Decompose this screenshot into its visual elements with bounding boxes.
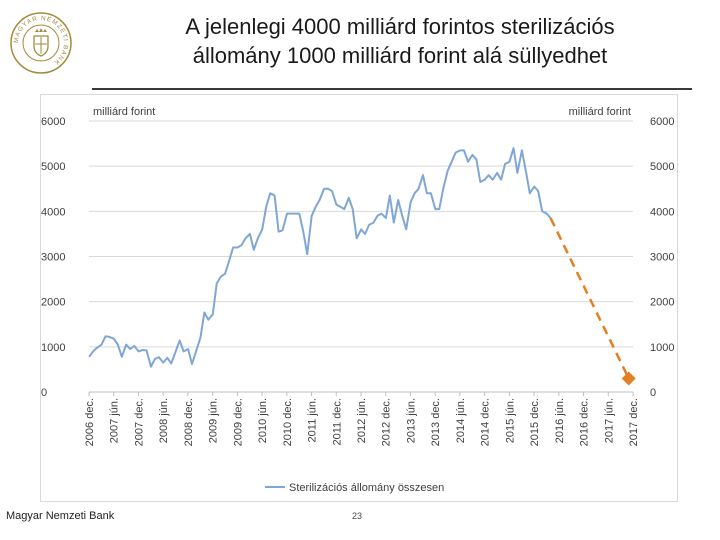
title-line-2: állomány 1000 milliárd forint alá süllye… (192, 43, 608, 68)
x-tick-label: 2015 dec. (529, 398, 541, 446)
y-tick-right: 4000 (650, 206, 674, 218)
y-axis-right: 0 1000 2000 3000 4000 5000 6000 (650, 116, 674, 399)
y-tick-left: 3000 (41, 252, 65, 264)
mnb-logo: MAGYAR NEMZETI BANK (8, 10, 74, 76)
y-tick-left: 4000 (41, 206, 65, 218)
x-tick-label: 2016 jún. (554, 398, 566, 443)
page-number: 23 (352, 511, 363, 521)
x-tick-label: 2010 dec. (282, 398, 294, 446)
y-tick-left: 1000 (41, 342, 65, 354)
y-tick-left: 2000 (41, 297, 65, 309)
x-tick-label: 2017 dec. (628, 398, 640, 446)
y-tick-right: 5000 (650, 161, 674, 173)
x-tick-label: 2011 jún. (307, 398, 319, 442)
x-tick-label: 2007 dec. (133, 398, 145, 446)
x-tick-label: 2009 dec. (232, 398, 244, 446)
x-axis: 2006 dec. 2007 jún. 2007 dec. 2008 jún. 2008… (84, 392, 640, 446)
mnb-logo-svg: MAGYAR NEMZETI BANK (10, 12, 72, 74)
x-tick-label: 2008 jún. (158, 398, 170, 443)
y-tick-right: 3000 (650, 252, 674, 264)
x-tick-label: 2012 dec. (381, 398, 393, 446)
y-axis-left: 0 1000 2000 3000 4000 5000 6000 (41, 116, 65, 399)
x-tick-label: 2016 dec. (579, 398, 591, 446)
projection-endpoint-marker (621, 371, 636, 386)
x-tick-label: 2006 dec. (84, 398, 96, 446)
series-group (88, 147, 636, 386)
x-tick-label: 2013 dec. (430, 398, 442, 446)
x-tick-label: 2010 jún. (257, 398, 269, 443)
chart-frame: 2006 dec. 2007 jún. 2007 dec. 2008 jún. 2008… (40, 94, 678, 502)
x-tick-label: 2014 jún. (455, 398, 467, 443)
legend-label: Sterilizációs állomány összesen (289, 482, 444, 494)
x-tick-label: 2009 jún. (208, 398, 220, 443)
y-tick-right: 0 (650, 387, 656, 399)
series-line-projection (549, 217, 630, 379)
x-tick-label: 2013 jún. (405, 398, 417, 443)
x-tick-label: 2014 dec. (480, 398, 492, 446)
title-divider (92, 88, 692, 90)
legend: Sterilizációs állomány összesen (265, 482, 444, 494)
slide-title: A jelenlegi 4000 milliárd forintos steri… (120, 12, 680, 70)
y-tick-left: 5000 (41, 161, 65, 173)
series-line-main (88, 147, 552, 368)
x-tick-label: 2008 dec. (183, 398, 195, 446)
title-line-1: A jelenlegi 4000 milliárd forintos steri… (185, 14, 615, 39)
y-tick-right: 2000 (650, 297, 674, 309)
x-tick-label: 2011 dec. (331, 398, 343, 446)
y-unit-right: milliárd forint (569, 106, 631, 118)
x-tick-label: 2015 jún. (504, 398, 516, 443)
y-tick-right: 1000 (650, 342, 674, 354)
x-tick-label: 2012 jún. (356, 398, 368, 443)
y-unit-left: milliárd forint (93, 106, 155, 118)
sterilization-chart: 2006 dec. 2007 jún. 2007 dec. 2008 jún. 2008… (41, 106, 674, 494)
footer-organization: Magyar Nemzeti Bank (6, 510, 115, 522)
y-tick-right: 6000 (650, 116, 674, 128)
x-tick-label: 2007 jún. (109, 398, 121, 443)
y-tick-left: 6000 (41, 116, 65, 128)
y-tick-left: 0 (41, 387, 47, 399)
x-tick-label: 2017 jún. (603, 398, 615, 443)
gridlines (89, 120, 633, 393)
